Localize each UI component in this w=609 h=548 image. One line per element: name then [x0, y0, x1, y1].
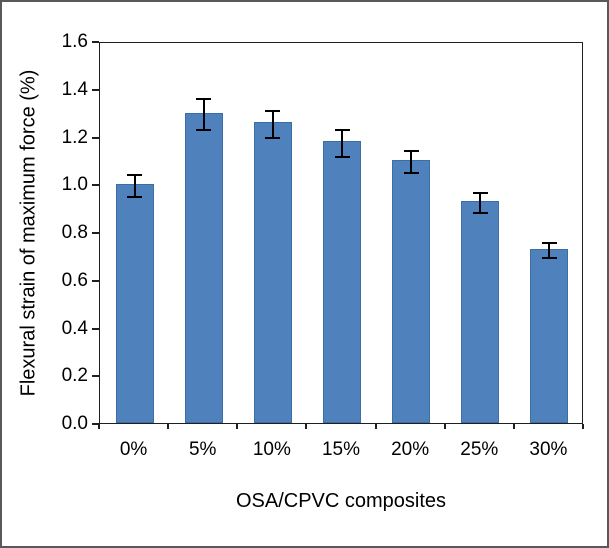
- bar: [392, 160, 431, 423]
- x-tick-mark: [236, 424, 239, 429]
- y-tick-mark: [92, 136, 99, 139]
- error-bar-top-cap: [472, 192, 488, 195]
- error-bar: [479, 192, 482, 214]
- x-tick-mark: [374, 424, 377, 429]
- bar: [184, 112, 223, 423]
- y-tick-label: 0.6: [61, 269, 88, 291]
- x-tick-mark: [443, 424, 446, 429]
- error-bar: [271, 109, 274, 139]
- x-tick-mark: [582, 424, 584, 429]
- bar: [461, 201, 500, 423]
- bar: [253, 122, 292, 423]
- x-tick-label: 5%: [188, 439, 217, 460]
- y-tick-mark: [92, 184, 99, 187]
- error-bar: [410, 150, 413, 175]
- y-tick-label: 1.2: [61, 126, 88, 148]
- x-tick-mark: [512, 424, 515, 429]
- error-bar-bottom-cap: [196, 129, 212, 132]
- y-tick-mark: [92, 279, 99, 282]
- y-tick-label: 0.4: [61, 317, 88, 339]
- bar: [323, 141, 361, 423]
- y-tick-label: 1.4: [61, 78, 88, 100]
- error-bar-top-cap: [334, 129, 350, 131]
- plot-area: [99, 42, 583, 424]
- bar: [115, 184, 154, 423]
- x-tick-mark: [98, 424, 100, 429]
- y-tick-mark: [92, 423, 99, 425]
- error-bar-bottom-cap: [334, 155, 350, 158]
- error-bar-bottom-cap: [541, 257, 557, 260]
- y-tick-mark: [92, 232, 99, 234]
- error-bar: [341, 129, 343, 158]
- y-tick-mark: [92, 375, 99, 378]
- y-tick-label: 1.6: [61, 31, 88, 52]
- y-tick-mark: [92, 88, 99, 91]
- x-axis: 0% 5% 10% 15% 20% 25% 30%: [99, 438, 583, 462]
- x-tick-label: 15%: [321, 439, 360, 460]
- x-tick-label: 0%: [119, 439, 148, 460]
- y-tick-mark: [92, 327, 99, 330]
- error-bar-bottom-cap: [403, 172, 419, 175]
- x-tick-label: 25%: [460, 439, 499, 460]
- error-bar-bottom-cap: [127, 196, 143, 199]
- x-tick-mark: [305, 424, 308, 429]
- x-axis-label: OSA/CPVC composites: [235, 490, 447, 512]
- y-tick-label: 0.0: [61, 413, 88, 434]
- error-bar-bottom-cap: [472, 211, 488, 214]
- error-bar-top-cap: [265, 109, 281, 112]
- x-tick-label: 10%: [252, 439, 291, 460]
- y-tick-label: 1.0: [61, 174, 88, 196]
- error-bar: [202, 97, 205, 132]
- error-bar-top-cap: [541, 242, 557, 245]
- error-bar: [133, 174, 136, 199]
- error-bar-bottom-cap: [265, 136, 281, 139]
- bar: [530, 248, 569, 423]
- x-tick-mark: [167, 424, 170, 429]
- x-tick-label: 30%: [529, 439, 568, 460]
- y-tick-label: 0.8: [61, 222, 88, 243]
- error-bar-top-cap: [196, 97, 212, 100]
- error-bar: [548, 242, 551, 260]
- y-tick-mark: [92, 41, 99, 43]
- x-tick-label: 20%: [391, 439, 430, 460]
- error-bar-top-cap: [127, 174, 143, 177]
- y-tick-label: 0.2: [61, 365, 88, 387]
- error-bar-top-cap: [403, 150, 419, 153]
